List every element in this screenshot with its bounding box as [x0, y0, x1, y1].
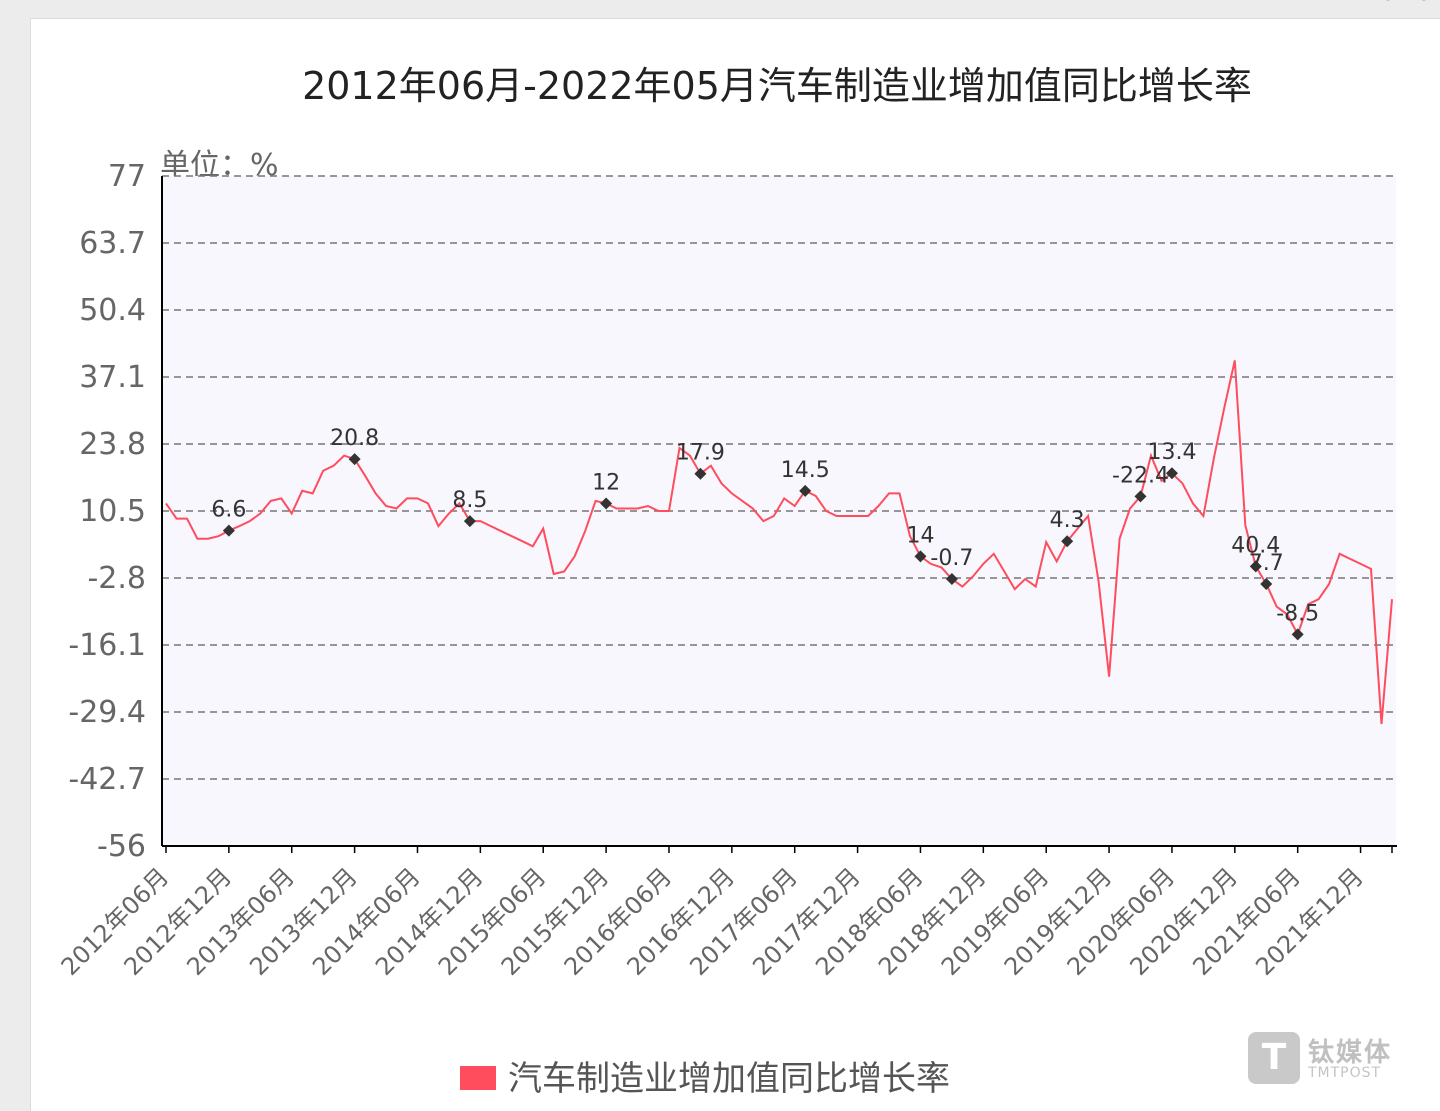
gridlines: [162, 175, 1396, 780]
chart-title: 2012年06月-2022年05月汽车制造业增加值同比增长率: [302, 64, 1252, 108]
data-point-marker: [600, 497, 613, 510]
y-tick-label: -56: [97, 829, 146, 864]
data-point-marker: [1061, 535, 1074, 548]
data-label: -31.8: [1374, 0, 1431, 6]
data-point-marker: [463, 515, 476, 528]
y-tick-label: -16.1: [68, 628, 146, 663]
data-label: 4.3: [1050, 508, 1085, 533]
data-point-marker: [1165, 467, 1178, 480]
data-label: 17.9: [676, 441, 725, 466]
y-tick-label: 77: [108, 159, 146, 194]
series-line: [165, 360, 1393, 725]
data-point-marker: [1260, 578, 1273, 591]
legend-swatch: [460, 1066, 496, 1090]
y-tick-label: 63.7: [79, 226, 146, 261]
legend: 汽车制造业增加值同比增长率: [460, 1059, 950, 1099]
y-tick-label: -42.7: [68, 762, 146, 797]
y-tick-label: 10.5: [79, 494, 146, 529]
data-label: -7: [1402, 0, 1424, 6]
legend-label: 汽车制造业增加值同比增长率: [508, 1059, 950, 1099]
y-tick-label: 37.1: [79, 360, 146, 395]
data-point-marker: [1249, 560, 1262, 573]
data-label: -0.7: [930, 546, 973, 571]
data-point-marker: [348, 453, 361, 466]
watermark-name: 钛媒体: [1308, 1038, 1393, 1068]
data-label: 14: [906, 523, 934, 548]
data-label: 20.8: [330, 426, 379, 451]
y-axis-ticks: 77 63.7 50.4 37.1 23.8 10.5 -2.8 -16.1 -29.4 -42.…: [68, 159, 146, 864]
data-point-marker: [694, 467, 707, 480]
data-label: 7.7: [1249, 551, 1284, 576]
data-label: -8.5: [1276, 601, 1319, 626]
watermark-subtitle: TMTPOST: [1308, 1065, 1382, 1081]
data-label: 12: [592, 470, 620, 495]
y-tick-label: -29.4: [68, 695, 146, 730]
y-tick-label: 23.8: [79, 427, 146, 462]
data-label: 14.5: [781, 458, 830, 483]
y-tick-label: -2.8: [87, 561, 146, 596]
x-tick-label: 2012年06月: [56, 862, 175, 981]
data-point-marker: [1291, 628, 1304, 641]
data-point-marker: [1134, 490, 1147, 503]
watermark-logo-icon: T: [1248, 1032, 1300, 1084]
y-tick-label: 50.4: [79, 293, 146, 328]
data-label: 13.4: [1147, 440, 1196, 465]
data-label: -22.4: [1112, 463, 1169, 488]
data-point-marker: [945, 573, 958, 586]
data-label: 8.5: [452, 488, 487, 513]
data-label: 6.6: [211, 498, 246, 523]
data-labels: 6.6 20.8 8.5 12 17.9 14.5 14-0.7 4.3 -22.413.4 40…: [211, 0, 1431, 641]
data-label: 40.4: [1231, 533, 1280, 558]
data-point-marker: [222, 524, 235, 537]
data-point-marker: [914, 550, 927, 563]
series-layer: [165, 360, 1393, 725]
watermark: T 钛媒体 TMTPOST: [1248, 1032, 1398, 1084]
x-axis-ticks: 2012年06月2012年12月2013年06月2013年12月2014年06月…: [56, 846, 1393, 981]
data-point-marker: [799, 484, 812, 497]
